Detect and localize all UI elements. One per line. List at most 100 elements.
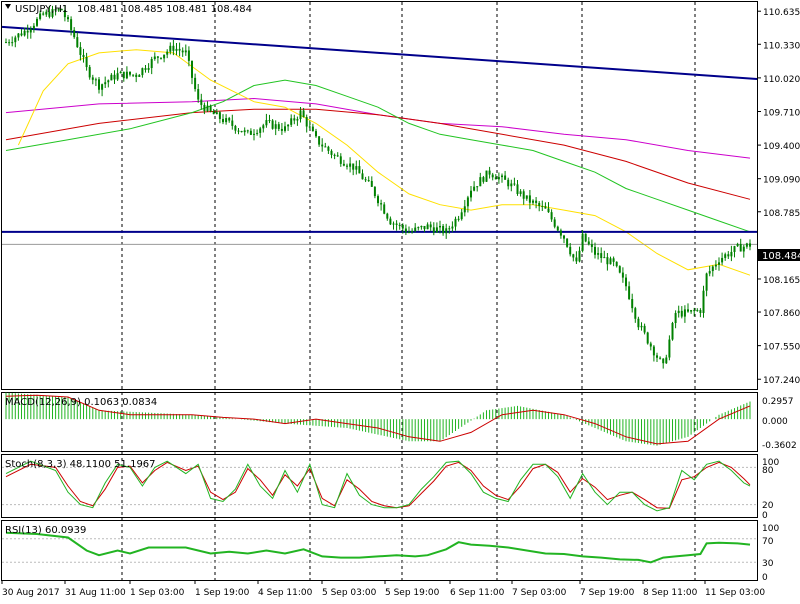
candle (603, 250, 606, 259)
candle (429, 221, 432, 231)
candle-body (280, 128, 283, 131)
candle (730, 245, 733, 262)
candle-body (45, 11, 48, 15)
candle (640, 322, 643, 331)
candle-body (57, 9, 60, 11)
price-axis: 110.635 110.330 110.020 109.710 109.400 109.0… (757, 8, 800, 386)
candle-body (88, 67, 91, 78)
candle-body (711, 266, 714, 272)
candle (324, 142, 327, 148)
rsi-panel-frame (1, 520, 758, 581)
macd-tick-zero: 0.000 (762, 417, 788, 427)
candle (63, 5, 66, 22)
candle-body (225, 118, 228, 123)
candle-body (107, 80, 110, 83)
candle-body (141, 68, 144, 76)
candle-body (439, 225, 441, 228)
candle-body (442, 225, 445, 234)
candle (373, 186, 376, 199)
candle (597, 247, 600, 260)
candle (668, 335, 671, 361)
candle (497, 172, 500, 184)
candle-body (169, 45, 172, 52)
candle (476, 186, 479, 192)
candle (494, 174, 497, 180)
candle (222, 114, 224, 125)
candle (138, 74, 141, 77)
candle (448, 225, 451, 234)
candle (349, 157, 352, 173)
candle-body (708, 271, 711, 274)
candle-body (367, 180, 370, 182)
candle (234, 124, 237, 134)
candle (711, 265, 714, 277)
candle (212, 108, 215, 115)
stoch-main-line (5, 460, 751, 512)
candle (181, 47, 184, 57)
candle-body (426, 224, 429, 230)
candle-body (528, 195, 531, 203)
candle-body (358, 166, 361, 174)
candle-body (696, 310, 699, 312)
candle-body (352, 163, 355, 170)
candle (342, 159, 345, 167)
time-tick-label: 11 Sep 03:00 (705, 588, 765, 598)
candle (153, 52, 156, 61)
candle (355, 160, 358, 175)
candle-body (85, 57, 88, 68)
candle (637, 316, 640, 331)
candle-body (349, 163, 352, 167)
candle-body (256, 132, 259, 134)
candle (683, 305, 686, 323)
candle-body (231, 120, 234, 126)
candle-body (714, 264, 717, 267)
main-panel-frame (1, 1, 758, 390)
candle (702, 285, 705, 318)
candle-body (460, 212, 463, 220)
candle (621, 267, 624, 283)
day-separators (121, 2, 696, 580)
candle-body (423, 225, 426, 230)
candle-body (687, 309, 689, 312)
candle (659, 356, 662, 360)
time-tick-label: 6 Sep 11:00 (450, 588, 505, 598)
candle-body (253, 133, 255, 135)
candle-body (584, 233, 587, 242)
candle-body (451, 226, 454, 229)
candle (169, 42, 172, 55)
candle (206, 101, 209, 113)
candle-body (160, 57, 162, 59)
candle (501, 173, 503, 183)
candle (528, 190, 531, 210)
candle-body (119, 71, 122, 74)
candle (404, 224, 407, 235)
candle-body (172, 45, 175, 51)
candle (330, 149, 333, 159)
candle-body (212, 111, 215, 115)
collapse-triangle-icon[interactable] (5, 4, 11, 9)
candle (116, 67, 119, 81)
candle (311, 123, 314, 132)
candle (466, 195, 469, 213)
candle (612, 256, 615, 267)
candle-body (153, 56, 156, 60)
candle-body (525, 195, 528, 199)
candle (485, 170, 488, 182)
ohlc-values: 108.481 108.485 108.481 108.484 (77, 4, 252, 15)
candle (435, 222, 438, 233)
candle-body (274, 124, 277, 129)
candle (470, 186, 472, 202)
candle (578, 246, 581, 263)
time-axis: 30 Aug 2017 31 Aug 11:00 1 Sep 03:00 1 Sep … (1, 580, 765, 598)
candle (519, 189, 522, 197)
candle-body (631, 299, 634, 309)
candle (414, 223, 417, 233)
candle (572, 253, 575, 262)
macd-tick-min: -0.3602 (762, 441, 797, 451)
candle-body (680, 310, 683, 317)
candle (32, 23, 35, 33)
candle-body (104, 82, 107, 85)
candle-body (600, 253, 603, 259)
